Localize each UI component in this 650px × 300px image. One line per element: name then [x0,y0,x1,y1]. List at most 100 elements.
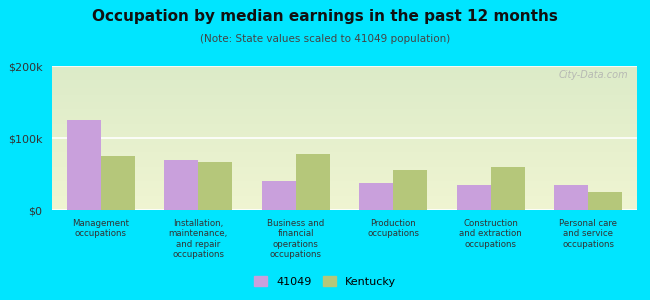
Text: Occupation by median earnings in the past 12 months: Occupation by median earnings in the pas… [92,9,558,24]
Bar [52,181,637,183]
Bar [52,127,637,128]
Bar [52,128,637,129]
Bar [66,120,101,210]
Bar [457,185,491,210]
Bar [52,72,637,73]
Bar [52,142,637,144]
Bar [164,160,198,210]
Bar [52,184,637,185]
Bar [52,206,637,207]
Bar [52,208,637,210]
Bar [52,136,637,138]
Bar [52,164,637,165]
Bar [52,95,637,96]
Bar [52,177,637,178]
Bar [52,75,637,76]
Bar [52,111,637,112]
Bar [52,100,637,102]
Bar [52,92,637,93]
Legend: 41049, Kentucky: 41049, Kentucky [250,272,400,291]
Bar [52,188,637,190]
Bar [52,199,637,200]
Bar [52,187,637,188]
Bar [52,168,637,170]
Bar [52,174,637,176]
Bar [296,154,330,210]
Bar [52,160,637,161]
Bar [52,194,637,196]
Bar [52,124,637,125]
Bar [52,93,637,95]
Bar [52,201,637,203]
Bar [52,149,637,151]
Bar [52,135,637,136]
Bar [588,192,623,210]
Bar [52,125,637,127]
Bar [52,109,637,111]
Bar [52,89,637,91]
Bar [261,181,296,210]
Bar [52,118,637,119]
Bar [52,161,637,163]
Bar [52,98,637,99]
Bar [52,134,637,135]
Bar [52,112,637,113]
Bar [52,76,637,77]
Bar [52,77,637,79]
Bar [52,155,637,157]
Bar [52,108,637,109]
Bar [52,85,637,86]
Bar [52,176,637,177]
Bar [52,144,637,145]
Bar [52,105,637,106]
Bar [52,185,637,187]
Bar [52,191,637,193]
Bar [52,82,637,83]
Bar [52,96,637,98]
Bar [52,66,637,68]
Bar [52,68,637,69]
Bar [52,148,637,149]
Bar [52,180,637,181]
Bar [491,167,525,210]
Text: (Note: State values scaled to 41049 population): (Note: State values scaled to 41049 popu… [200,34,450,44]
Bar [52,70,637,72]
Bar [52,88,637,89]
Bar [52,158,637,160]
Bar [52,197,637,199]
Bar [359,183,393,210]
Bar [52,79,637,80]
Bar [52,121,637,122]
Bar [52,91,637,92]
Bar [554,185,588,210]
Bar [52,99,637,100]
Bar [52,115,637,116]
Text: City-Data.com: City-Data.com [558,70,628,80]
Bar [52,171,637,172]
Bar [52,80,637,82]
Bar [52,190,637,191]
Bar [52,167,637,168]
Bar [52,154,637,155]
Bar [52,86,637,88]
Bar [52,152,637,154]
Bar [52,69,637,70]
Bar [52,73,637,75]
Bar [52,129,637,131]
Bar [52,116,637,118]
Bar [52,204,637,206]
Bar [52,106,637,108]
Bar [52,178,637,180]
Bar [52,172,637,174]
Bar [52,145,637,147]
Bar [52,151,637,152]
Bar [52,163,637,164]
Bar [52,132,637,134]
Bar [52,103,637,105]
Bar [52,113,637,115]
Bar [52,193,637,194]
Bar [52,140,637,141]
Bar [52,131,637,132]
Bar [52,122,637,124]
Bar [52,165,637,167]
